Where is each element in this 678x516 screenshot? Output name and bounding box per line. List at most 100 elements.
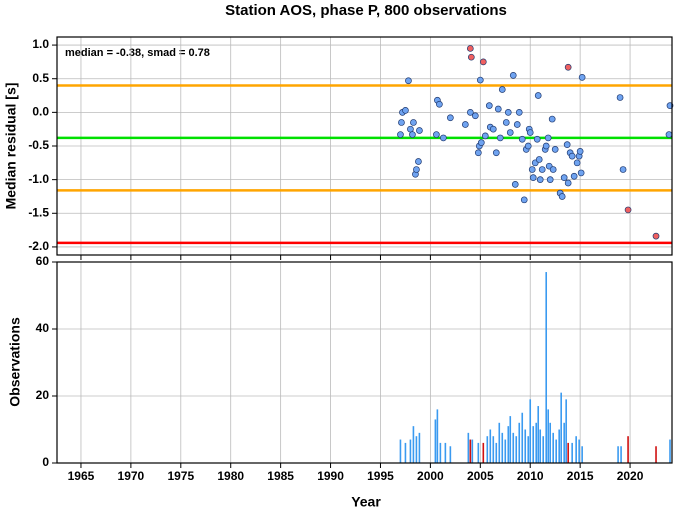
bar bbox=[539, 429, 542, 463]
annotation: median = -0.38, smad = 0.78 bbox=[65, 47, 210, 59]
bar bbox=[529, 399, 532, 463]
point bbox=[534, 92, 542, 99]
point bbox=[560, 174, 568, 181]
x-tick-label: 1995 bbox=[367, 469, 394, 483]
point bbox=[533, 135, 541, 143]
bar bbox=[655, 446, 657, 463]
bar bbox=[489, 429, 492, 463]
point bbox=[405, 77, 412, 85]
bar bbox=[477, 442, 480, 463]
point bbox=[498, 86, 506, 93]
point bbox=[466, 109, 474, 116]
point bbox=[619, 166, 627, 173]
point bbox=[529, 174, 537, 181]
point bbox=[506, 129, 514, 136]
bar bbox=[527, 436, 530, 463]
point bbox=[578, 74, 586, 81]
bar bbox=[449, 446, 452, 463]
bar bbox=[545, 272, 548, 463]
bar bbox=[669, 439, 671, 463]
bar bbox=[581, 446, 583, 463]
bar bbox=[627, 436, 629, 463]
bar bbox=[495, 442, 498, 463]
chart-title: Station AOS, phase P, 800 observations bbox=[225, 2, 507, 19]
point bbox=[544, 134, 552, 142]
bar bbox=[409, 439, 412, 463]
point bbox=[477, 139, 485, 146]
bar bbox=[555, 439, 557, 463]
bar bbox=[547, 409, 550, 463]
point bbox=[409, 131, 416, 138]
y-tick-label: 1.0 bbox=[32, 37, 49, 51]
bar bbox=[512, 432, 515, 463]
point bbox=[573, 159, 581, 167]
point bbox=[440, 134, 447, 142]
bar bbox=[565, 399, 567, 463]
y-tick-label: -2.0 bbox=[28, 239, 49, 253]
point bbox=[489, 125, 497, 133]
bar bbox=[467, 432, 470, 463]
point bbox=[467, 53, 475, 61]
point bbox=[538, 166, 546, 173]
point bbox=[415, 158, 422, 165]
point bbox=[479, 58, 487, 66]
point bbox=[558, 193, 566, 200]
bar bbox=[439, 442, 442, 463]
point bbox=[515, 109, 523, 116]
y-tick-label: -1.5 bbox=[28, 205, 49, 219]
point bbox=[466, 45, 474, 52]
point bbox=[447, 114, 454, 122]
x-tick-label: 1990 bbox=[317, 469, 344, 483]
bar bbox=[524, 429, 527, 463]
bar bbox=[415, 436, 418, 463]
point bbox=[397, 131, 404, 138]
x-tick-label: 2000 bbox=[417, 469, 444, 483]
point bbox=[520, 196, 528, 204]
point bbox=[577, 169, 585, 177]
bar bbox=[436, 409, 439, 463]
bar bbox=[575, 436, 577, 463]
point bbox=[502, 119, 510, 126]
bar bbox=[578, 439, 580, 463]
bar bbox=[504, 439, 507, 463]
bar bbox=[549, 422, 551, 463]
point bbox=[616, 94, 624, 101]
point bbox=[513, 121, 521, 128]
point bbox=[542, 142, 550, 150]
point bbox=[413, 166, 420, 173]
point bbox=[563, 141, 571, 149]
bar bbox=[560, 392, 562, 463]
point bbox=[528, 166, 536, 173]
bar bbox=[492, 436, 495, 463]
x-tick-label: 1965 bbox=[68, 469, 95, 483]
point bbox=[526, 129, 534, 136]
y-axis-label: Observations bbox=[7, 317, 23, 407]
point bbox=[461, 121, 469, 128]
y-tick-label: 20 bbox=[36, 388, 50, 402]
point bbox=[509, 72, 517, 79]
y-tick-label: -0.5 bbox=[28, 138, 49, 152]
bar bbox=[486, 436, 489, 463]
x-tick-label: 1985 bbox=[267, 469, 294, 483]
point bbox=[436, 100, 443, 108]
point bbox=[410, 119, 417, 126]
point bbox=[652, 232, 660, 240]
bar bbox=[507, 426, 510, 463]
point bbox=[485, 102, 493, 109]
y-tick-label: 0 bbox=[42, 455, 49, 469]
x-tick-label: 1970 bbox=[118, 469, 145, 483]
point bbox=[481, 132, 489, 140]
x-tick-label: 1980 bbox=[217, 469, 244, 483]
bar bbox=[537, 406, 540, 463]
point bbox=[551, 146, 559, 153]
y-tick-label: 60 bbox=[36, 254, 50, 268]
point bbox=[535, 156, 543, 163]
point bbox=[564, 179, 572, 187]
bar bbox=[571, 442, 573, 463]
bar bbox=[509, 416, 512, 463]
point bbox=[665, 131, 673, 138]
bar bbox=[518, 422, 521, 463]
point bbox=[496, 134, 504, 142]
bar bbox=[471, 439, 474, 463]
